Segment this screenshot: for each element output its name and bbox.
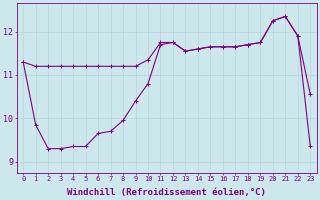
- X-axis label: Windchill (Refroidissement éolien,°C): Windchill (Refroidissement éolien,°C): [67, 188, 266, 197]
